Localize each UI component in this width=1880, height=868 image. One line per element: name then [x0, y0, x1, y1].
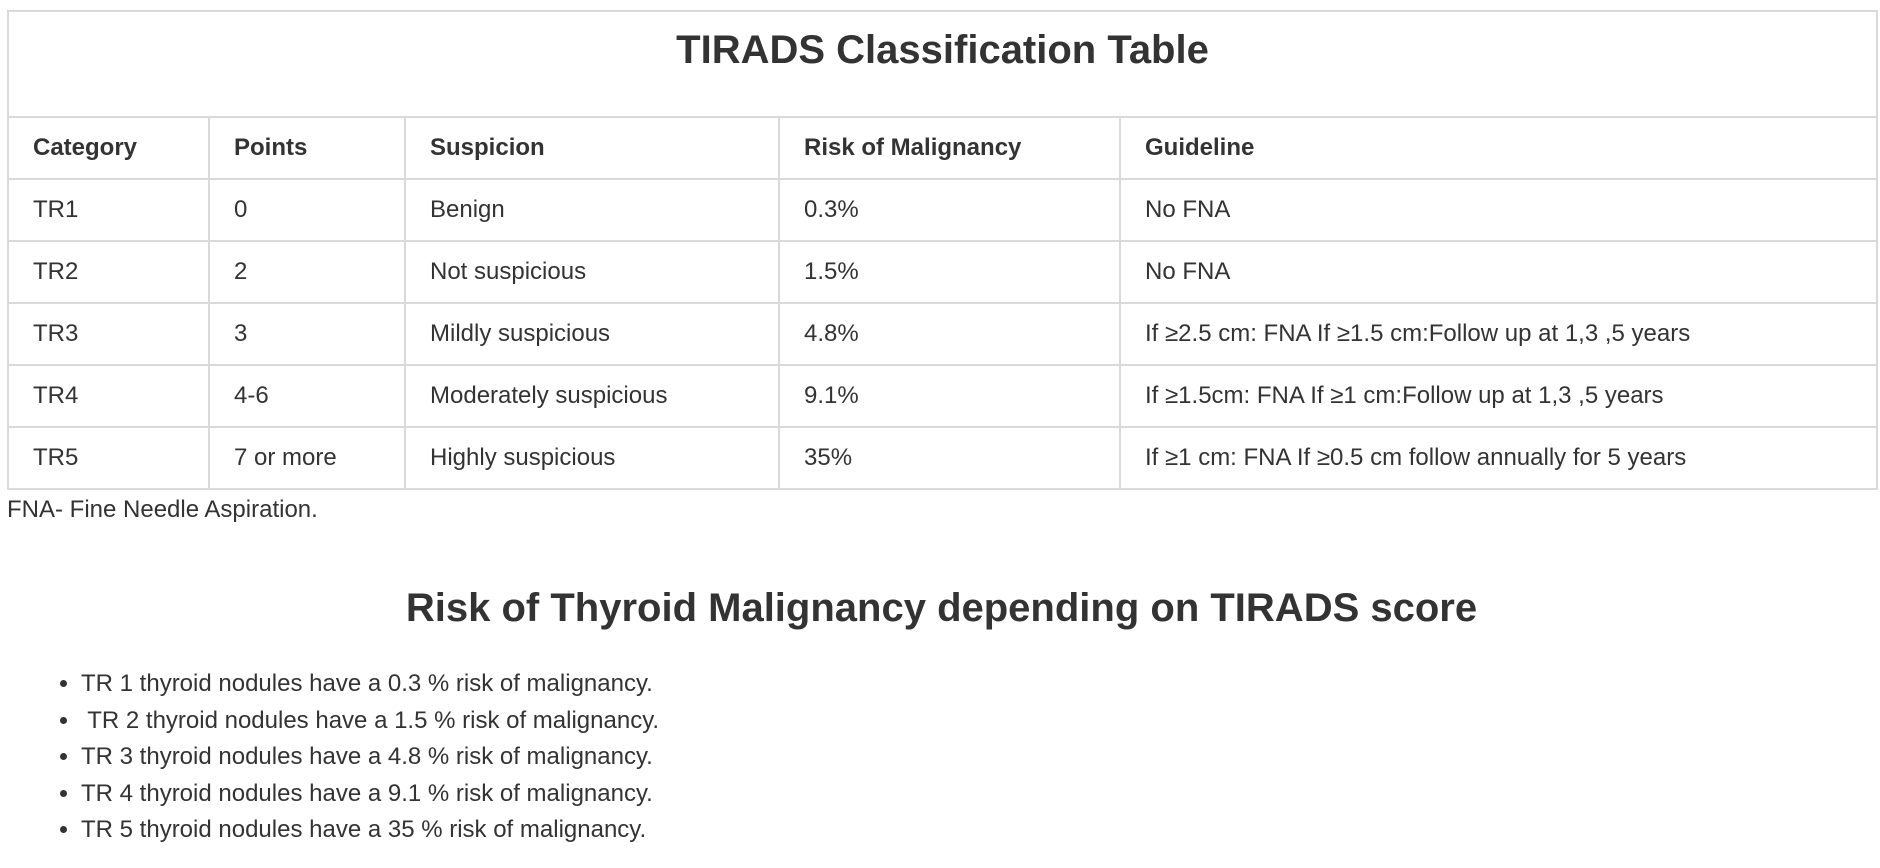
- table-row: TR5 7 or more Highly suspicious 35% If ≥…: [7, 426, 1879, 490]
- header-points: Points: [208, 116, 406, 180]
- cell-risk: 1.5%: [778, 240, 1121, 304]
- list-item: TR 2 thyroid nodules have a 1.5 % risk o…: [81, 703, 1876, 740]
- cell-category: TR5: [7, 426, 210, 490]
- table-title-cell: TIRADS Classification Table: [6, 10, 1879, 118]
- table-title: TIRADS Classification Table: [676, 28, 1209, 72]
- cell-guideline: No FNA: [1118, 240, 1879, 304]
- tirads-classification-table: TIRADS Classification Table Category Poi…: [6, 10, 1879, 490]
- header-guideline: Guideline: [1118, 116, 1879, 180]
- cell-suspicion: Moderately suspicious: [404, 364, 780, 428]
- section-heading: Risk of Thyroid Malignancy depending on …: [405, 586, 1478, 630]
- list-item: TR 1 thyroid nodules have a 0.3 % risk o…: [81, 666, 1876, 703]
- cell-points: 7 or more: [208, 426, 406, 490]
- cell-guideline: If ≥2.5 cm: FNA If ≥1.5 cm:Follow up at …: [1118, 302, 1879, 366]
- table-footnote: FNA- Fine Needle Aspiration.: [7, 496, 318, 523]
- page-content: TIRADS Classification Table Category Poi…: [6, 10, 1879, 849]
- table-row: TR3 3 Mildly suspicious 4.8% If ≥2.5 cm:…: [7, 302, 1879, 366]
- header-category: Category: [7, 116, 210, 180]
- cell-risk: 0.3%: [778, 178, 1121, 242]
- table-title-row: TIRADS Classification Table: [6, 10, 1879, 118]
- cell-category: TR2: [7, 240, 210, 304]
- cell-category: TR3: [7, 302, 210, 366]
- cell-points: 2: [208, 240, 406, 304]
- list-item: TR 3 thyroid nodules have a 4.8 % risk o…: [81, 739, 1876, 776]
- cell-suspicion: Mildly suspicious: [404, 302, 780, 366]
- risk-list: TR 1 thyroid nodules have a 0.3 % risk o…: [7, 666, 1876, 849]
- header-risk-of-malignancy: Risk of Malignancy: [778, 116, 1121, 180]
- table-header-row: Category Points Suspicion Risk of Malign…: [7, 116, 1879, 180]
- cell-suspicion: Highly suspicious: [404, 426, 780, 490]
- table-row: TR1 0 Benign 0.3% No FNA: [7, 178, 1879, 242]
- cell-guideline: No FNA: [1118, 178, 1879, 242]
- list-item: TR 4 thyroid nodules have a 9.1 % risk o…: [81, 776, 1876, 813]
- cell-guideline: If ≥1 cm: FNA If ≥0.5 cm follow annually…: [1118, 426, 1879, 490]
- cell-points: 4-6: [208, 364, 406, 428]
- cell-points: 3: [208, 302, 406, 366]
- cell-category: TR4: [7, 364, 210, 428]
- cell-suspicion: Not suspicious: [404, 240, 780, 304]
- cell-risk: 9.1%: [778, 364, 1121, 428]
- cell-points: 0: [208, 178, 406, 242]
- cell-risk: 35%: [778, 426, 1121, 490]
- cell-suspicion: Benign: [404, 178, 780, 242]
- table-row: TR2 2 Not suspicious 1.5% No FNA: [7, 240, 1879, 304]
- cell-guideline: If ≥1.5cm: FNA If ≥1 cm:Follow up at 1,3…: [1118, 364, 1879, 428]
- table-row: TR4 4-6 Moderately suspicious 9.1% If ≥1…: [7, 364, 1879, 428]
- list-item: TR 5 thyroid nodules have a 35 % risk of…: [81, 812, 1876, 849]
- cell-risk: 4.8%: [778, 302, 1121, 366]
- cell-category: TR1: [7, 178, 210, 242]
- header-suspicion: Suspicion: [404, 116, 780, 180]
